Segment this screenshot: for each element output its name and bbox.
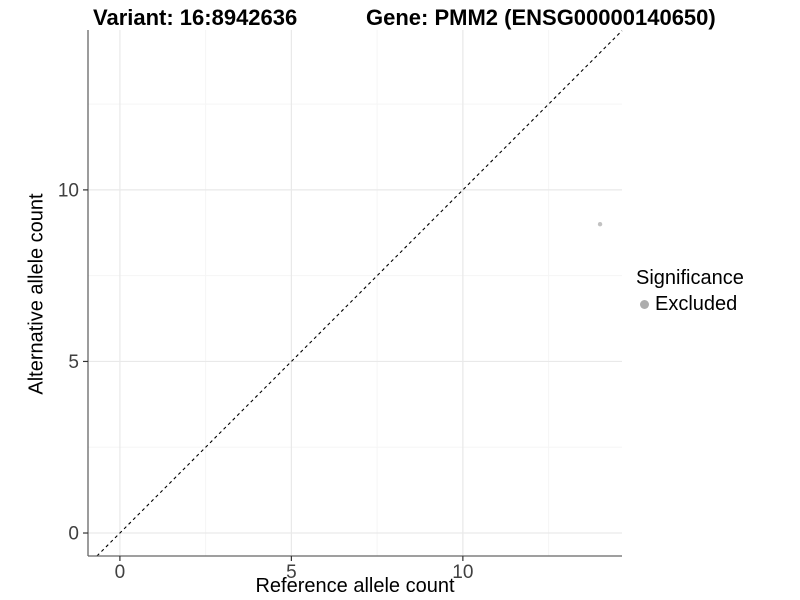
legend-entry: Excluded <box>636 292 744 316</box>
legend: Significance Excluded <box>636 266 744 316</box>
y-axis-label: Alternative allele count <box>25 193 48 395</box>
variant-title: Variant: 16:8942636 <box>93 5 298 30</box>
y-tick-label: 5 <box>68 352 79 373</box>
identity-reference-line <box>96 30 623 557</box>
y-tick-label: 0 <box>68 524 79 545</box>
x-tick-label: 0 <box>115 562 126 583</box>
x-tick-label: 5 <box>286 562 297 583</box>
x-axis-label: Reference allele count <box>255 575 455 597</box>
legend-entry-label: Excluded <box>655 293 738 315</box>
data-point <box>597 222 603 227</box>
y-tick-label: 10 <box>58 180 79 201</box>
x-tick-label: 10 <box>452 562 473 583</box>
gene-title: Gene: PMM2 (ENSG00000140650) <box>366 5 716 30</box>
legend-title: Significance <box>636 267 744 289</box>
legend-key-dot <box>640 299 649 309</box>
